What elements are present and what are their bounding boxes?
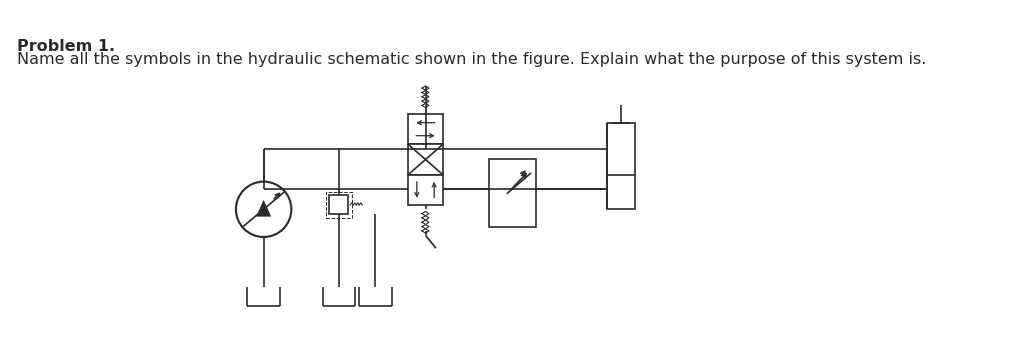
Bar <box>408 114 443 144</box>
Bar <box>408 175 443 205</box>
Bar <box>330 195 348 215</box>
Text: Problem 1.: Problem 1. <box>17 39 115 54</box>
Bar <box>408 144 443 175</box>
Bar <box>607 123 635 209</box>
Bar <box>326 192 352 218</box>
Polygon shape <box>256 201 271 216</box>
Text: Name all the symbols in the hydraulic schematic shown in the figure. Explain wha: Name all the symbols in the hydraulic sc… <box>17 52 926 67</box>
Bar <box>489 159 536 227</box>
